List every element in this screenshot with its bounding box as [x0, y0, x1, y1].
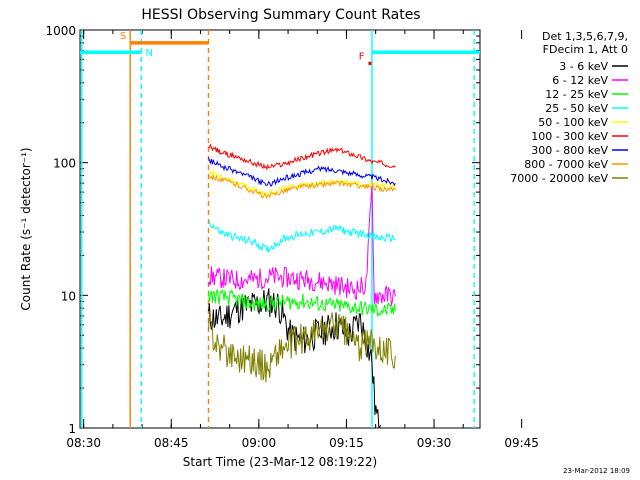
legend-entry-label: 300 - 800 keV: [531, 144, 608, 157]
legend-header-line-2: FDecim 1, Att 0: [543, 43, 628, 56]
series-line: [208, 143, 396, 171]
y-tick-label: 1000: [45, 24, 76, 38]
y-tick-label: 1: [68, 422, 76, 436]
x-tick-label: 09:15: [329, 436, 364, 450]
legend-entry-label: 800 - 7000 keV: [524, 158, 608, 171]
legend-entry-label: 3 - 6 keV: [559, 60, 608, 73]
series-line: [208, 220, 396, 254]
plot-area: 1 10 100 1000 08:30 08:45 09:00 09:15 09:30 09:45…: [45, 24, 538, 450]
series-line: [208, 174, 396, 200]
legend-entry-label: 12 - 25 keV: [545, 88, 608, 101]
plot-frame: [79, 29, 481, 429]
series-line: [208, 288, 396, 318]
flag-label: S: [120, 31, 126, 42]
series-line: [208, 183, 396, 306]
x-tick-label: 09:00: [242, 436, 277, 450]
x-tick-label: 08:45: [154, 436, 189, 450]
legend-entry-label: 50 - 100 keV: [538, 116, 608, 129]
legend-header-line-1: Det 1,3,5,6,7,9,: [542, 30, 628, 43]
x-tick-label: 08:30: [66, 436, 101, 450]
y-tick-label: 10: [61, 289, 76, 303]
series-line: [208, 157, 396, 187]
legend-entry-label: 25 - 50 keV: [545, 102, 608, 115]
chart-title: HESSI Observing Summary Count Rates: [141, 7, 420, 23]
legend-entry-label: 6 - 12 keV: [552, 74, 608, 87]
footer-timestamp: 23-Mar-2012 18:09: [563, 467, 630, 475]
y-tick-label: 100: [53, 157, 76, 171]
flag-label: F: [359, 51, 365, 62]
x-tick-label: 09:30: [417, 436, 452, 450]
series-line: [208, 312, 396, 383]
legend-entry-label: 100 - 300 keV: [531, 130, 608, 143]
y-axis-label: Count Rate (s⁻¹ detector⁻¹): [19, 147, 33, 310]
x-axis-label: Start Time (23-Mar-12 08:19:22): [183, 455, 377, 469]
flag-label: N: [145, 48, 152, 59]
legend-entry-label: 7000 - 20000 keV: [510, 172, 608, 185]
series-line: [208, 170, 396, 198]
x-tick-label: 09:45: [504, 436, 539, 450]
